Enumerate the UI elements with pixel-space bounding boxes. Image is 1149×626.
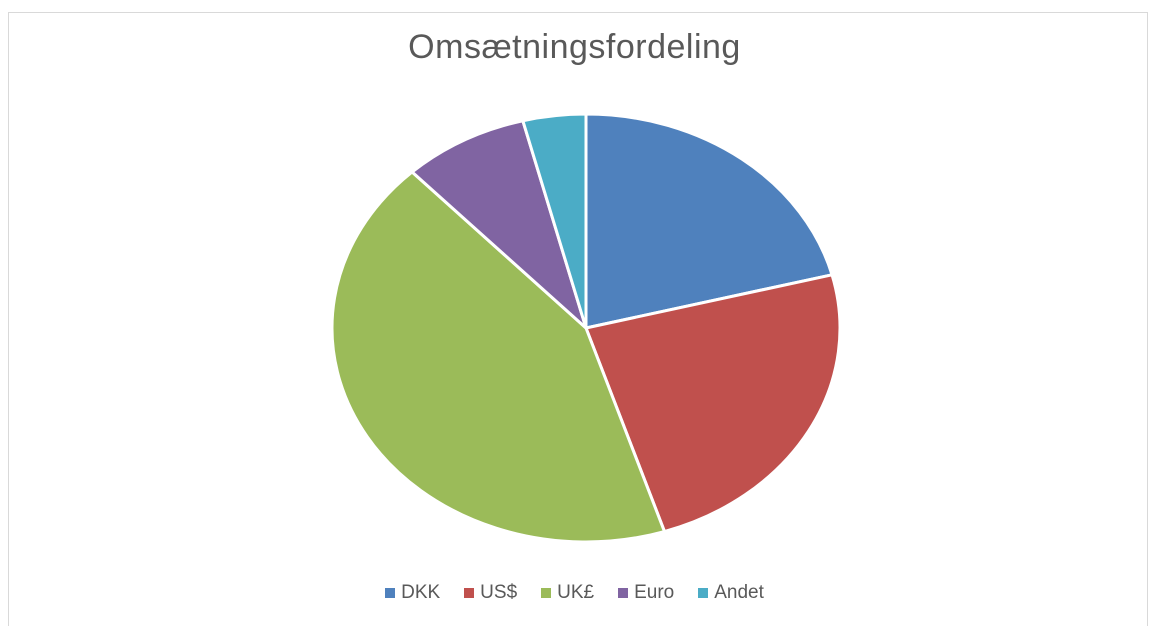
legend-swatch-andet bbox=[698, 588, 709, 598]
pie-slice-dkk bbox=[584, 112, 834, 330]
legend-label-andet: Andet bbox=[714, 582, 764, 603]
legend-label-euro: Euro bbox=[634, 582, 675, 603]
legend-item-dkk: DKK bbox=[385, 582, 440, 604]
legend-item-usd: US$ bbox=[464, 582, 517, 604]
pie-slice-gbp bbox=[330, 170, 666, 544]
legend-swatch-euro bbox=[618, 588, 629, 598]
legend-item-euro: Euro bbox=[618, 582, 674, 604]
legend-swatch-dkk bbox=[385, 588, 396, 598]
legend-item-andet: Andet bbox=[698, 582, 764, 604]
legend-label-dkk: DKK bbox=[401, 582, 441, 603]
legend-item-gbp: UK£ bbox=[541, 582, 594, 604]
legend-swatch-gbp bbox=[541, 588, 552, 598]
legend-label-usd: US$ bbox=[480, 582, 518, 603]
pie-slice-andet bbox=[521, 112, 588, 330]
pie-slice-euro bbox=[410, 119, 588, 330]
pie-slices bbox=[330, 112, 842, 544]
chart-title: Omsætningsfordeling bbox=[408, 28, 741, 66]
pie-slice-usd bbox=[584, 273, 842, 534]
legend-label-gbp: UK£ bbox=[557, 582, 595, 603]
legend-swatch-usd bbox=[464, 588, 475, 598]
chart-legend: DKK US$ UK£ Euro Andet bbox=[0, 582, 1149, 604]
